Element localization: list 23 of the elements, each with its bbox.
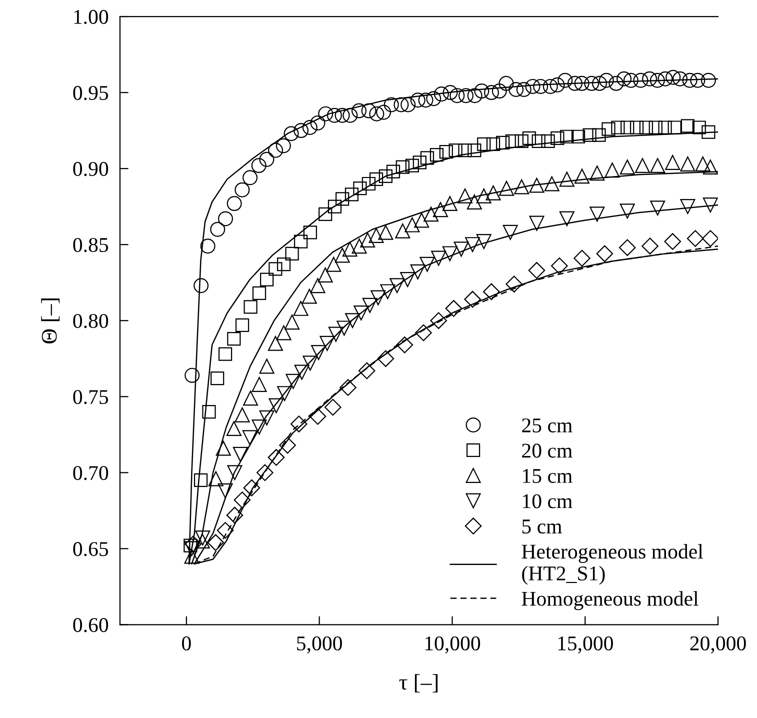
y-tick-label: 0.75 [73,390,108,404]
y-axis-title: Θ [–] [41,298,60,344]
x-axis-title: τ [–] [399,674,438,692]
legend-label: Homogeneous model [522,591,698,610]
legend-label: 5 cm [522,520,562,534]
x-tick-label: 10,000 [425,636,480,654]
legend-label: 25 cm [522,418,572,432]
y-tick-label: 0.90 [73,162,108,176]
y-tick-label: 0.95 [73,86,108,100]
y-tick-label: 0.60 [73,618,108,632]
x-tick-label: 20,000 [690,636,746,654]
legend-label: Heterogeneous model (HT2_S1) [522,544,704,585]
y-tick-label: 1.00 [74,10,108,24]
legend-label: 20 cm [522,444,572,458]
legend-label: 15 cm [523,469,572,483]
x-tick-label: 5,000 [297,636,342,654]
x-tick-label: 15,000 [558,636,613,654]
y-tick-label: 0.70 [73,466,108,480]
y-tick-label: 0.85 [73,238,108,252]
x-tick-label: 0 [182,636,191,650]
y-tick-label: 0.80 [73,314,108,328]
legend-label: 10 cm [523,494,572,508]
y-tick-label: 0.65 [73,542,108,556]
